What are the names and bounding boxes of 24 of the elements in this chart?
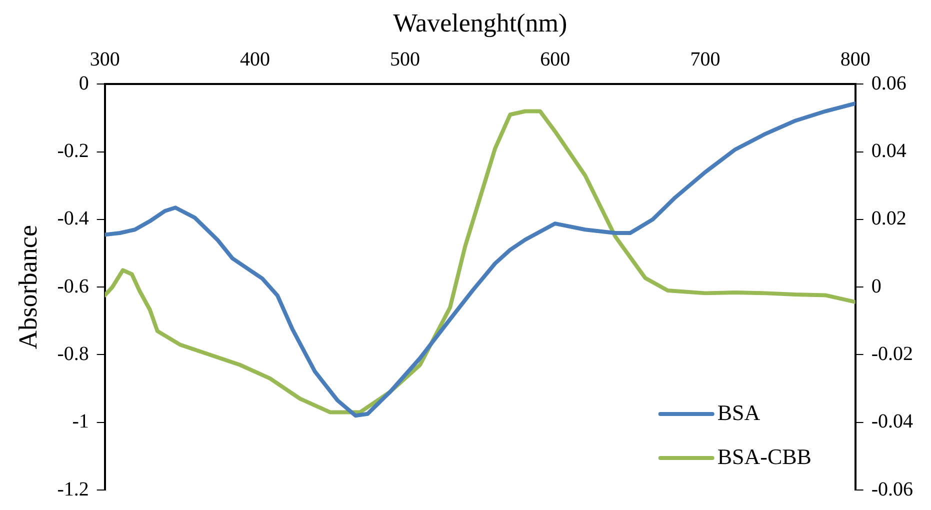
- y-tick-label: -0.4: [57, 208, 89, 230]
- y-tick-label: -0.8: [57, 342, 89, 365]
- y-tick-label: 0: [78, 72, 89, 94]
- y2-tick-label: -0.02: [871, 342, 914, 365]
- y-tick-label: -1: [72, 410, 89, 433]
- x-tick-label: 500: [390, 48, 420, 70]
- legend-label: BSA-CBB: [717, 444, 812, 469]
- y2-tick-label: 0.06: [871, 72, 906, 94]
- y2-tick-label: 0.02: [871, 208, 906, 230]
- y2-tick-label: -0.04: [871, 410, 914, 433]
- x-tick-label: 700: [690, 48, 720, 70]
- y-tick-label: -1.2: [57, 478, 89, 500]
- y2-tick-label: -0.06: [871, 478, 914, 500]
- x-tick-label: 300: [90, 48, 120, 70]
- x-tick-label: 400: [240, 48, 270, 70]
- y-axis-title: Absorbance: [13, 225, 42, 350]
- x-tick-label: 600: [540, 48, 570, 70]
- x-axis-title: Wavelenght(nm): [393, 8, 568, 38]
- legend-label: BSA: [717, 400, 760, 425]
- y-tick-label: -0.6: [57, 275, 89, 298]
- y2-tick-label: 0: [871, 275, 882, 298]
- y2-tick-label: 0.04: [871, 140, 906, 162]
- x-tick-label: 800: [840, 48, 870, 70]
- y-tick-label: -0.2: [57, 140, 89, 162]
